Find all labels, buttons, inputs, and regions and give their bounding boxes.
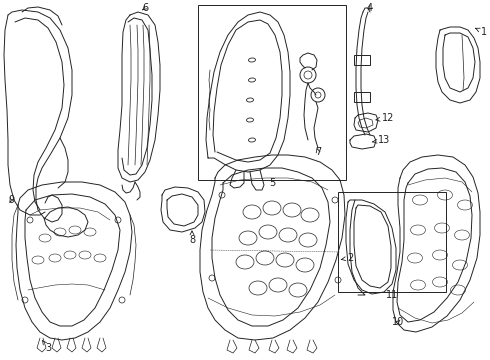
Text: 2: 2 <box>341 253 353 263</box>
Text: 3: 3 <box>42 340 51 353</box>
Text: 4: 4 <box>367 3 373 13</box>
Text: 7: 7 <box>315 147 321 157</box>
Bar <box>354 92 370 102</box>
Bar <box>338 192 446 292</box>
Text: 6: 6 <box>142 3 148 13</box>
Bar <box>198 5 346 180</box>
Text: 1: 1 <box>475 27 487 37</box>
Text: 10: 10 <box>392 317 404 327</box>
Text: 5: 5 <box>269 178 275 188</box>
Bar <box>354 55 370 65</box>
Text: 9: 9 <box>8 195 14 205</box>
Text: 12: 12 <box>376 113 394 123</box>
Text: 11: 11 <box>386 290 398 300</box>
Text: 8: 8 <box>189 231 195 245</box>
Text: 13: 13 <box>372 135 390 145</box>
